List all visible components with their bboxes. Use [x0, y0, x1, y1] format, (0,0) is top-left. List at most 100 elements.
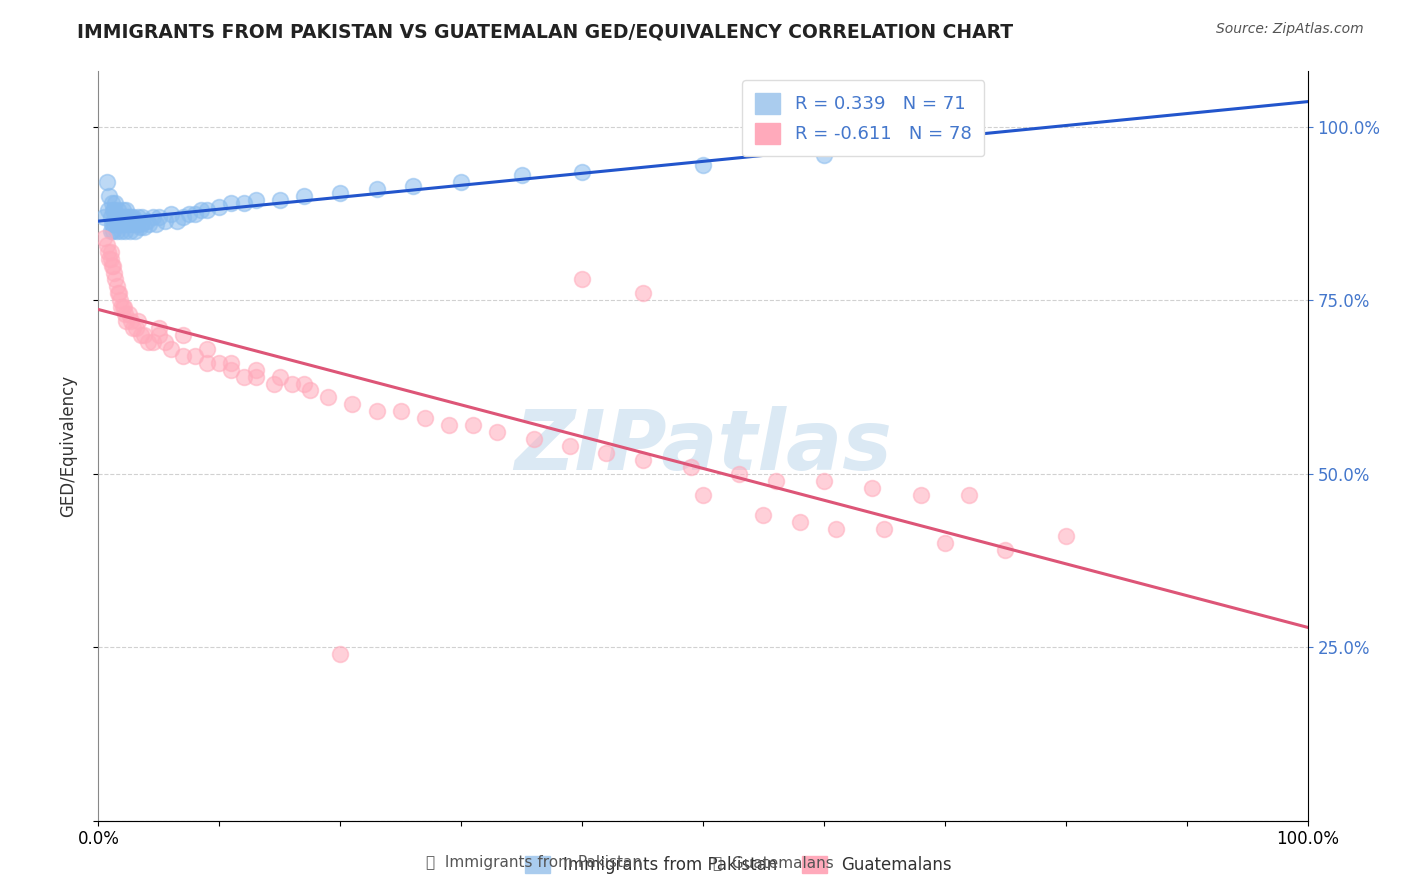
Point — [910, 487, 932, 501]
Legend: Immigrants from Pakistan, Guatemalans: Immigrants from Pakistan, Guatemalans — [519, 849, 957, 881]
Point — [679, 459, 702, 474]
Point — [110, 224, 132, 238]
Point — [813, 147, 835, 161]
Point — [221, 362, 243, 376]
Point — [208, 200, 231, 214]
Point — [105, 279, 128, 293]
Point — [160, 206, 183, 220]
Point — [111, 203, 134, 218]
Point — [631, 453, 654, 467]
Point — [103, 266, 125, 280]
Point — [112, 210, 135, 224]
Point — [105, 210, 128, 224]
Point — [263, 376, 285, 391]
Point — [232, 369, 254, 384]
Point — [269, 369, 291, 384]
Point — [299, 384, 322, 398]
Point — [134, 328, 156, 343]
Point — [184, 349, 207, 363]
Point — [136, 334, 159, 349]
Point — [100, 259, 122, 273]
Point — [112, 300, 135, 314]
Point — [114, 224, 136, 238]
Point — [752, 508, 775, 523]
Point — [166, 213, 188, 227]
Point — [366, 182, 388, 196]
Point — [118, 224, 141, 238]
Point — [232, 196, 254, 211]
Point — [208, 356, 231, 370]
Point — [107, 286, 129, 301]
Point — [437, 418, 460, 433]
Point — [115, 203, 138, 218]
Point — [292, 189, 315, 203]
Point — [148, 321, 170, 335]
Point — [108, 210, 131, 224]
Point — [1054, 529, 1077, 543]
Point — [366, 404, 388, 418]
Point — [134, 220, 156, 235]
Point — [101, 259, 124, 273]
Point — [873, 522, 896, 536]
Point — [120, 210, 142, 224]
Point — [523, 432, 546, 446]
Point — [160, 342, 183, 356]
Point — [195, 356, 218, 370]
Point — [245, 369, 267, 384]
Point — [121, 217, 143, 231]
Point — [93, 210, 115, 224]
Point — [245, 193, 267, 207]
Point — [107, 203, 129, 218]
Point — [631, 286, 654, 301]
Point — [118, 217, 141, 231]
Point — [329, 186, 352, 200]
Point — [184, 206, 207, 220]
Point — [127, 217, 149, 231]
Point — [124, 224, 146, 238]
Point — [413, 411, 436, 425]
Point — [558, 439, 581, 453]
Point — [115, 217, 138, 231]
Point — [100, 210, 122, 224]
Point — [100, 224, 122, 238]
Point — [103, 203, 125, 218]
Point — [728, 467, 751, 481]
Point — [108, 217, 131, 231]
Point — [96, 237, 118, 252]
Point — [115, 314, 138, 328]
Point — [153, 213, 176, 227]
Point — [127, 210, 149, 224]
Point — [292, 376, 315, 391]
Point — [110, 300, 132, 314]
Point — [122, 321, 145, 335]
Point — [100, 252, 122, 266]
Point — [934, 536, 956, 550]
Point — [138, 217, 160, 231]
Point — [100, 217, 122, 231]
Point — [402, 178, 425, 193]
Point — [595, 446, 617, 460]
Point — [129, 328, 152, 343]
Point — [195, 342, 218, 356]
Text: Source: ZipAtlas.com: Source: ZipAtlas.com — [1216, 22, 1364, 37]
Point — [281, 376, 304, 391]
Point — [100, 196, 122, 211]
Point — [120, 314, 142, 328]
Point — [316, 391, 339, 405]
Point — [486, 425, 509, 439]
Point — [107, 217, 129, 231]
Point — [269, 193, 291, 207]
Point — [112, 217, 135, 231]
Point — [450, 175, 472, 189]
Point — [221, 356, 243, 370]
Point — [571, 272, 593, 286]
Point — [96, 175, 118, 189]
Point — [172, 349, 194, 363]
Text: ⬛  Immigrants from Pakistan: ⬛ Immigrants from Pakistan — [426, 855, 643, 870]
Point — [108, 293, 131, 308]
Point — [692, 158, 714, 172]
Point — [100, 244, 122, 259]
Point — [825, 522, 848, 536]
Point — [101, 224, 124, 238]
Point — [153, 334, 176, 349]
